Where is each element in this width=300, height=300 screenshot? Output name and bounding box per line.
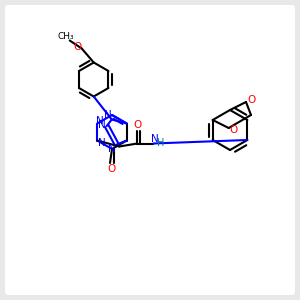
Text: O: O: [74, 41, 82, 52]
Text: O: O: [107, 164, 115, 174]
Text: N: N: [96, 116, 104, 125]
Text: N: N: [152, 134, 159, 143]
Text: CH₃: CH₃: [57, 32, 74, 41]
Text: H: H: [157, 137, 164, 148]
Text: N: N: [98, 137, 106, 148]
Text: O: O: [230, 125, 238, 135]
Text: N: N: [108, 143, 116, 154]
Text: O: O: [247, 95, 255, 105]
Text: O: O: [133, 121, 141, 130]
Text: N: N: [98, 120, 106, 130]
FancyBboxPatch shape: [5, 5, 295, 295]
Text: N: N: [104, 110, 112, 121]
